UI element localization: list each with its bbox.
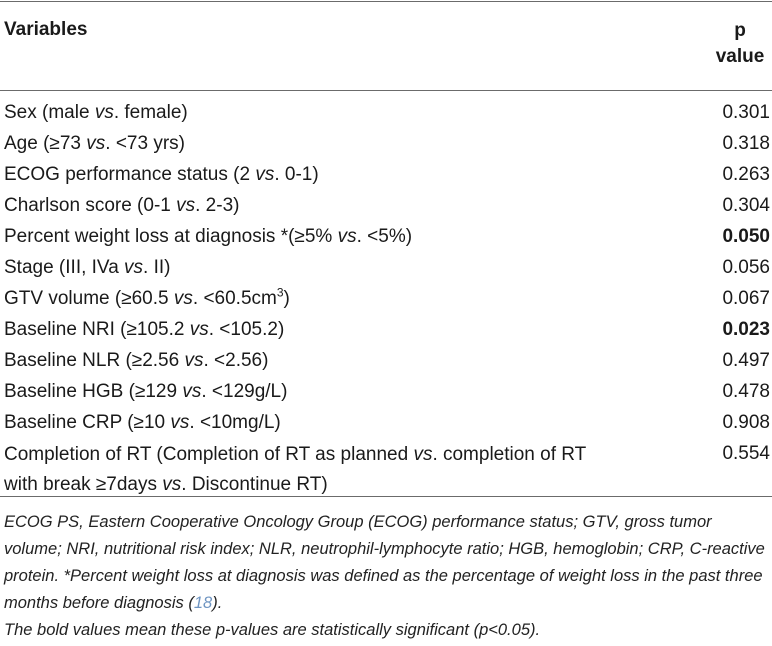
footnote-text: ECOG PS, Eastern Cooperative Oncology Gr… bbox=[4, 513, 765, 612]
header-p-line1: p bbox=[734, 20, 746, 41]
row-variable: Sex (male vs. female) bbox=[4, 102, 188, 123]
row-p-value: 0.263 bbox=[722, 164, 770, 185]
table-row: Baseline NLR (≥2.56 vs. <2.56) 0.497 bbox=[4, 347, 770, 378]
header-rule bbox=[0, 90, 772, 91]
row-p-value: 0.908 bbox=[722, 412, 770, 433]
footnote-text-end: ). bbox=[212, 594, 223, 612]
header-p-value: p value bbox=[710, 18, 770, 70]
row-variable: Baseline CRP (≥10 vs. <10mg/L) bbox=[4, 412, 281, 433]
footnote-citation[interactable]: 18 bbox=[193, 594, 213, 612]
top-rule bbox=[0, 1, 772, 2]
table-row: Age (≥73 vs. <73 yrs) 0.318 bbox=[4, 130, 770, 161]
header-p-line2: value bbox=[715, 46, 765, 67]
row-p-value: 0.050 bbox=[722, 226, 770, 247]
row-variable: Age (≥73 vs. <73 yrs) bbox=[4, 133, 185, 154]
row-p-value: 0.478 bbox=[722, 381, 770, 402]
row-variable: Percent weight loss at diagnosis *(≥5% v… bbox=[4, 226, 413, 247]
row-variable: Stage (III, IVa vs. II) bbox=[4, 257, 171, 278]
table-row: Percent weight loss at diagnosis *(≥5% v… bbox=[4, 223, 770, 254]
row-p-value: 0.067 bbox=[722, 288, 770, 309]
table-row: Baseline HGB (≥129 vs. <129g/L) 0.478 bbox=[4, 378, 770, 409]
row-variable: ECOG performance status (2 vs. 0-1) bbox=[4, 164, 319, 185]
table-row: GTV volume (≥60.5 vs. <60.5cm3) 0.067 bbox=[4, 285, 770, 316]
table-row: Stage (III, IVa vs. II) 0.056 bbox=[4, 254, 770, 285]
table-row: ECOG performance status (2 vs. 0-1) 0.263 bbox=[4, 161, 770, 192]
table-row: Completion of RT (Completion of RT as pl… bbox=[4, 440, 770, 500]
table-row: Charlson score (0-1 vs. 2-3) 0.304 bbox=[4, 192, 770, 223]
table-row: Sex (male vs. female) 0.301 bbox=[4, 99, 770, 130]
row-variable: Completion of RT (Completion of RT as pl… bbox=[4, 444, 587, 495]
footnote-significance: The bold values mean these p-values are … bbox=[4, 621, 541, 639]
row-p-value: 0.318 bbox=[722, 133, 770, 154]
table-row: Baseline CRP (≥10 vs. <10mg/L) 0.908 bbox=[4, 409, 770, 440]
table-row: Baseline NRI (≥105.2 vs. <105.2) 0.023 bbox=[4, 316, 770, 347]
row-variable: Charlson score (0-1 vs. 2-3) bbox=[4, 195, 240, 216]
header-variables: Variables bbox=[4, 19, 88, 40]
table-body: Sex (male vs. female) 0.301 Age (≥73 vs. <… bbox=[4, 99, 770, 500]
row-variable: Baseline HGB (≥129 vs. <129g/L) bbox=[4, 381, 288, 402]
row-p-value: 0.056 bbox=[722, 257, 770, 278]
row-variable: Baseline NRI (≥105.2 vs. <105.2) bbox=[4, 319, 285, 340]
table-footnote: ECOG PS, Eastern Cooperative Oncology Gr… bbox=[4, 509, 766, 644]
row-p-value: 0.497 bbox=[722, 350, 770, 371]
row-p-value: 0.023 bbox=[722, 319, 770, 340]
row-variable: GTV volume (≥60.5 vs. <60.5cm3) bbox=[4, 285, 290, 309]
bottom-rule bbox=[0, 496, 772, 497]
row-p-value: 0.301 bbox=[722, 102, 770, 123]
row-p-value: 0.554 bbox=[722, 443, 770, 464]
row-variable: Baseline NLR (≥2.56 vs. <2.56) bbox=[4, 350, 269, 371]
row-p-value: 0.304 bbox=[722, 195, 770, 216]
